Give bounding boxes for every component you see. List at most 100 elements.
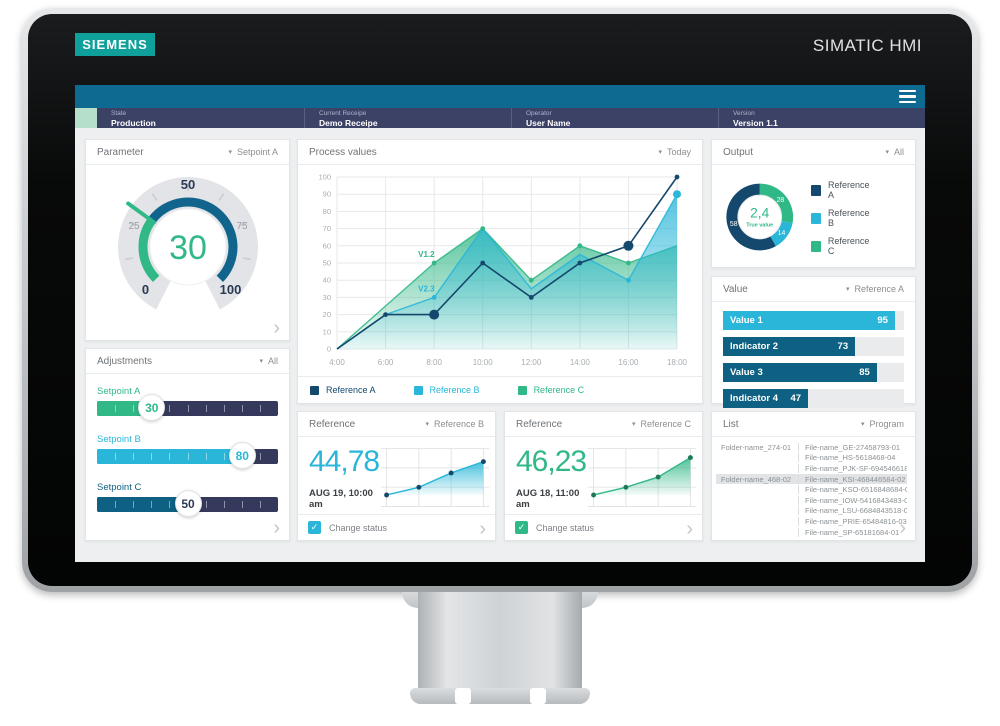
parameter-dropdown[interactable]: ▾ Setpoint A [228, 147, 278, 157]
siemens-logo: SIEMENS [75, 33, 155, 56]
legend-label: Reference C [827, 236, 870, 256]
reference-date: AUG 18, 11:00 am [516, 488, 580, 510]
status-label: Operator [526, 110, 552, 117]
svg-text:8:00: 8:00 [426, 358, 442, 367]
top-bar [75, 85, 925, 108]
slider-tick [115, 453, 117, 460]
reference-c-dropdown[interactable]: ▾ Reference C [631, 419, 691, 429]
list-card: List ▾ Program Folder-name_274-01 File-na… [711, 411, 916, 541]
output-dropdown[interactable]: ▾ All [885, 147, 904, 157]
svg-text:10:00: 10:00 [473, 358, 494, 367]
status-label: State [111, 110, 127, 117]
bar-label: Indicator 2 [730, 341, 779, 352]
legend-swatch [811, 240, 821, 252]
svg-text:80: 80 [323, 207, 331, 216]
svg-text:100: 100 [318, 173, 331, 182]
status-value: Demo Receipe [319, 118, 378, 128]
legend-label: Reference B [429, 385, 480, 395]
bar-value: 85 [859, 367, 870, 378]
slider-knob[interactable]: 80 [228, 442, 256, 469]
setpoint-gauge[interactable]: 30 50 0 100 25 75 [103, 169, 273, 329]
bar-label: Value 3 [730, 367, 763, 378]
slider-tick [205, 405, 207, 412]
status-value: User Name [526, 118, 571, 128]
chevron-right-icon[interactable]: › [899, 517, 906, 539]
list-item[interactable]: File-name_PJK-SF-694546618-01 [716, 463, 907, 474]
svg-text:16:00: 16:00 [618, 358, 639, 367]
process-values-card: Process values ▾ Today 0 10 20 30 40 50 60 70 80… [297, 139, 703, 404]
adjustments-dropdown[interactable]: ▾ All [259, 356, 278, 366]
chevron-right-icon[interactable]: › [273, 517, 280, 539]
slider-tick [169, 453, 171, 460]
slider-tick [259, 405, 261, 412]
status-bar: State Production Current Receipe Demo Recei… [75, 108, 925, 128]
legend-swatch [310, 385, 319, 395]
process-dropdown[interactable]: ▾ Today [658, 147, 691, 157]
chevron-down-icon: ▾ [259, 358, 263, 365]
bar-value: 95 [877, 315, 888, 326]
slider-tick [223, 501, 225, 508]
process-legend: Reference A Reference B Reference C [298, 376, 702, 403]
card-title: Adjustments [97, 355, 153, 367]
card-title: Value [723, 283, 748, 295]
reference-b-dropdown[interactable]: ▾ Reference B [425, 419, 484, 429]
svg-text:18:00: 18:00 [667, 358, 688, 367]
file-name: File-name_IOW-5416843483-01 [798, 495, 907, 505]
list-item[interactable]: File-name_PRIE-65484816-03 [716, 516, 907, 527]
chevron-down-icon: ▾ [885, 149, 889, 156]
slider-label: Setpoint C [97, 482, 142, 493]
value-bar: 95 Value 1 [723, 311, 904, 330]
chevron-right-icon[interactable]: › [479, 518, 486, 540]
value-card: Value ▾ Reference A 95 Value 1 73 Indicator… [711, 276, 916, 408]
state-indicator [75, 108, 97, 128]
slider-tick [169, 501, 171, 508]
legend-item: Reference B [811, 208, 871, 228]
value-dropdown[interactable]: ▾ Reference A [845, 284, 904, 294]
chevron-right-icon[interactable]: › [273, 317, 280, 339]
monitor-stand-base [410, 688, 590, 704]
chevron-down-icon: ▾ [658, 149, 662, 156]
list-item[interactable]: File-name_SP-65181684-01 [716, 527, 907, 538]
chevron-right-icon[interactable]: › [686, 518, 693, 540]
change-status-checkbox[interactable]: ✓ [515, 521, 528, 534]
legend-item: Reference A [811, 180, 871, 200]
chevron-down-icon: ▾ [860, 421, 865, 428]
list-item[interactable]: File-name_KSO-6516848684-01 [716, 484, 907, 495]
list-item[interactable]: Folder-name_468-02 File-name_KSI-46844658… [716, 473, 907, 485]
hamburger-icon[interactable] [899, 90, 916, 103]
list-item[interactable]: File-name_LSU-6684843518-02 [716, 506, 907, 517]
list-item[interactable]: Folder-name_274-01 File-name_GE-27458793-… [716, 442, 907, 453]
bar-value: 73 [837, 341, 849, 352]
status-section: Current Receipe Demo Receipe [304, 108, 511, 128]
file-name: File-name_SP-65181684-01 [798, 527, 907, 537]
svg-text:58: 58 [730, 221, 738, 228]
list-item[interactable]: File-name_IOW-5416843483-01 [716, 495, 907, 506]
svg-text:2,4: 2,4 [750, 206, 769, 221]
slider-knob[interactable]: 30 [138, 394, 166, 421]
slider-track[interactable]: 80 [97, 442, 278, 469]
svg-text:75: 75 [236, 221, 248, 232]
slider-track[interactable]: 50 [97, 490, 278, 517]
slider-tick [241, 405, 243, 412]
svg-text:12:00: 12:00 [521, 358, 542, 367]
legend-swatch [517, 385, 527, 395]
slider-tick [133, 501, 135, 508]
svg-text:70: 70 [323, 224, 331, 233]
legend-swatch [413, 385, 423, 395]
slider-tick [133, 405, 135, 412]
status-value: Production [111, 118, 156, 128]
slider-tick [259, 453, 261, 460]
slider-tick [205, 453, 207, 460]
product-name: SIMATIC HMI [812, 36, 922, 55]
slider-knob[interactable]: 50 [174, 490, 202, 517]
list-dropdown[interactable]: ▾ Program [860, 419, 904, 429]
card-title: Reference [309, 418, 356, 430]
process-values-chart: 0 10 20 30 40 50 60 70 80 90 100 4:00 6:00 8:00 10:00 1… [318, 173, 688, 368]
value-bar: 73 Indicator 2 [723, 337, 904, 356]
slider-tick [259, 501, 261, 508]
list-item[interactable]: File-name_HS-5618468-04 [716, 453, 907, 464]
slider-track[interactable]: 30 [97, 394, 278, 421]
slider-tick [187, 453, 189, 460]
change-status-checkbox[interactable]: ✓ [308, 521, 321, 534]
